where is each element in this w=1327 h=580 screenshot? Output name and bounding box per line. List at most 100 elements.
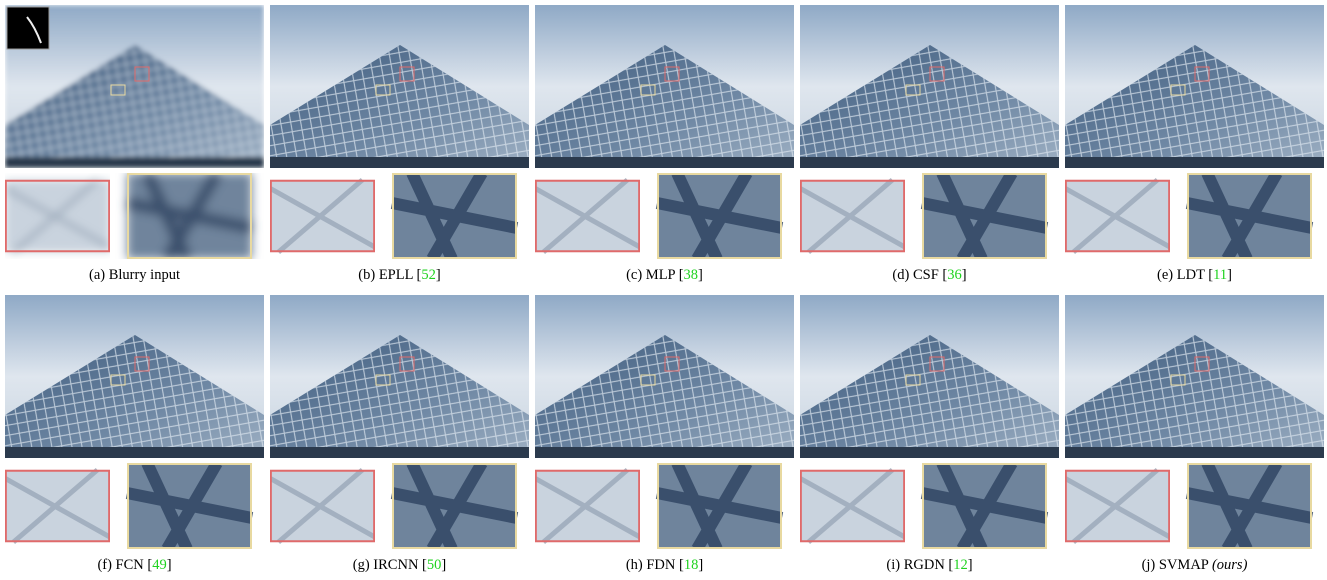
caption-text: ]: [167, 557, 172, 573]
caption-text: (f) FCN [: [97, 557, 152, 573]
crop-yellow: [910, 173, 1059, 259]
crop-red: [800, 173, 905, 259]
caption: (g) IRCNN [50]: [270, 557, 529, 574]
crop-content: [535, 470, 640, 542]
crop-red: [5, 173, 110, 259]
panel: (i) RGDN [12]: [800, 295, 1059, 580]
caption-text: (j) SVMAP: [1142, 557, 1209, 573]
base: [800, 157, 1059, 168]
caption: (b) EPLL [52]: [270, 267, 529, 284]
base: [1065, 447, 1324, 458]
caption: (c) MLP [38]: [535, 267, 794, 284]
crop-yellow: [380, 463, 529, 549]
panel: (b) EPLL [52]: [270, 5, 529, 290]
caption-text: ]: [436, 267, 441, 283]
crop-content: [800, 180, 905, 252]
base: [1065, 157, 1324, 168]
caption-text: (b) EPLL [: [358, 267, 421, 283]
crop-content: [800, 470, 905, 542]
crop-content: [1065, 470, 1170, 542]
crop-yellow: [645, 463, 794, 549]
crop-red: [535, 463, 640, 549]
base: [5, 157, 264, 168]
panel: (c) MLP [38]: [535, 5, 794, 290]
citation: 11: [1213, 267, 1227, 283]
citation: 50: [427, 557, 442, 573]
caption-text: (g) IRCNN [: [353, 557, 427, 573]
scene: [800, 295, 1059, 458]
scene: [270, 295, 529, 458]
panel: (g) IRCNN [50]: [270, 295, 529, 580]
crop-content: [922, 173, 1047, 259]
caption-text: ]: [1227, 267, 1232, 283]
crop-yellow: [380, 173, 529, 259]
crop-content: [5, 470, 110, 542]
caption: (i) RGDN [12]: [800, 557, 1059, 574]
result-image: [5, 5, 264, 168]
caption: (h) FDN [18]: [535, 557, 794, 574]
caption-text: ]: [698, 267, 703, 283]
crop-content: [127, 173, 252, 259]
crop-red: [535, 173, 640, 259]
caption-text: ]: [968, 557, 973, 573]
result-image: [535, 295, 794, 458]
result-image: [535, 5, 794, 168]
citation: 12: [953, 557, 968, 573]
caption-note: (ours): [1212, 557, 1247, 573]
base: [5, 447, 264, 458]
crop-red: [270, 463, 375, 549]
figure: (() => { const data = JSON.parse(documen…: [0, 0, 1327, 579]
crop-content: [922, 463, 1047, 549]
result-image: [270, 5, 529, 168]
caption-text: ]: [962, 267, 967, 283]
result-image: [1065, 5, 1324, 168]
caption: (f) FCN [49]: [5, 557, 264, 574]
caption-text: (a) Blurry input: [89, 267, 180, 283]
panel: (f) FCN [49]: [5, 295, 264, 580]
caption-text: (c) MLP [: [626, 267, 683, 283]
scene: [535, 5, 794, 168]
citation: 36: [947, 267, 962, 283]
crop-content: [1187, 463, 1312, 549]
caption: (e) LDT [11]: [1065, 267, 1324, 284]
citation: 38: [684, 267, 699, 283]
crop-content: [657, 173, 782, 259]
scene: [1065, 295, 1324, 458]
crop-content: [392, 173, 517, 259]
result-image: [5, 295, 264, 458]
crop-content: [1187, 173, 1312, 259]
crop-red: [1065, 173, 1170, 259]
citation: 18: [684, 557, 699, 573]
crop-content: [392, 463, 517, 549]
caption-text: (d) CSF [: [892, 267, 947, 283]
base: [800, 447, 1059, 458]
result-image: [800, 5, 1059, 168]
crop-yellow: [910, 463, 1059, 549]
scene: [270, 5, 529, 168]
panel: (a) Blurry input: [5, 5, 264, 290]
panel: (d) CSF [36]: [800, 5, 1059, 290]
base: [535, 447, 794, 458]
kernel: [7, 7, 49, 49]
caption-text: (h) FDN [: [626, 557, 684, 573]
caption: (d) CSF [36]: [800, 267, 1059, 284]
caption-text: ]: [441, 557, 446, 573]
caption-text: ]: [698, 557, 703, 573]
caption-text: (i) RGDN [: [886, 557, 953, 573]
crop-content: [5, 180, 110, 252]
crop-content: [127, 463, 252, 549]
crop-red: [270, 173, 375, 259]
base: [270, 157, 529, 168]
crop-yellow: [115, 463, 264, 549]
crop-content: [657, 463, 782, 549]
crop-content: [270, 470, 375, 542]
base: [535, 157, 794, 168]
panel: (j) SVMAP (ours): [1065, 295, 1324, 580]
panel: (e) LDT [11]: [1065, 5, 1324, 290]
crop-content: [535, 180, 640, 252]
crop-red: [1065, 463, 1170, 549]
result-image: [1065, 295, 1324, 458]
panel: (h) FDN [18]: [535, 295, 794, 580]
base: [270, 447, 529, 458]
crop-yellow: [1175, 173, 1324, 259]
